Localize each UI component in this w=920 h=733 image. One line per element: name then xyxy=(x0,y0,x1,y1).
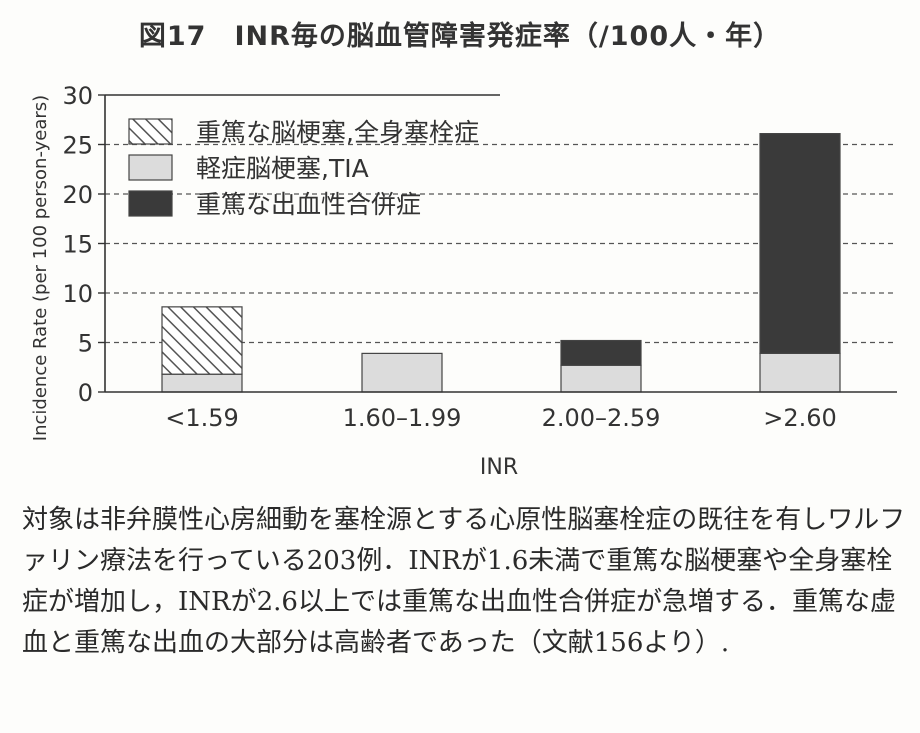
legend-swatch xyxy=(128,118,173,145)
legend-label: 重篤な脳梗塞,全身塞栓症 xyxy=(196,118,479,147)
y-tick-label: 15 xyxy=(62,231,93,259)
x-tick-label: <1.59 xyxy=(165,404,239,432)
bar-segment xyxy=(560,364,642,393)
y-tick-label: 0 xyxy=(78,379,93,407)
incidence-bar-chart: 0 5 10 15 20 25 30 <1.59 1.60–1.99 2.00–2.59 >2.60… xyxy=(30,82,897,480)
figure-title: 図17 INR毎の脳血管障害発症率（/100人・年） xyxy=(138,21,782,52)
y-tick-label: 30 xyxy=(62,82,93,110)
y-tick-label: 5 xyxy=(78,330,93,358)
bar-segment xyxy=(759,352,841,393)
x-tick-label: >2.60 xyxy=(763,404,837,432)
y-tick-label: 25 xyxy=(62,132,93,160)
bar-segment xyxy=(560,339,642,366)
y-tick-label: 10 xyxy=(62,280,93,308)
y-tick-label: 20 xyxy=(62,181,93,209)
bar-segment xyxy=(161,373,243,393)
y-axis-label: Incidence Rate (per 100 person-years) xyxy=(30,95,51,441)
legend-swatch xyxy=(128,190,173,217)
legend-swatch xyxy=(128,154,173,181)
x-tick-label: 1.60–1.99 xyxy=(343,404,462,432)
figure-caption: 対象は非弁膜性心房細動を塞栓源とする心原性脳塞栓症の既往を有しワルファリン療法を… xyxy=(22,505,906,658)
bar-segment xyxy=(161,306,243,375)
x-tick-label: 2.00–2.59 xyxy=(542,404,661,432)
bars xyxy=(161,133,841,393)
legend-label: 軽症脳梗塞,TIA xyxy=(196,154,369,183)
x-axis-label: INR xyxy=(480,455,518,480)
bar-segment xyxy=(759,133,841,354)
legend-label: 重篤な出血性合併症 xyxy=(196,190,421,219)
bar-segment xyxy=(361,352,443,393)
tick-labels: 0 5 10 15 20 25 30 <1.59 1.60–1.99 2.00–2.59 >2.60 xyxy=(62,82,836,432)
